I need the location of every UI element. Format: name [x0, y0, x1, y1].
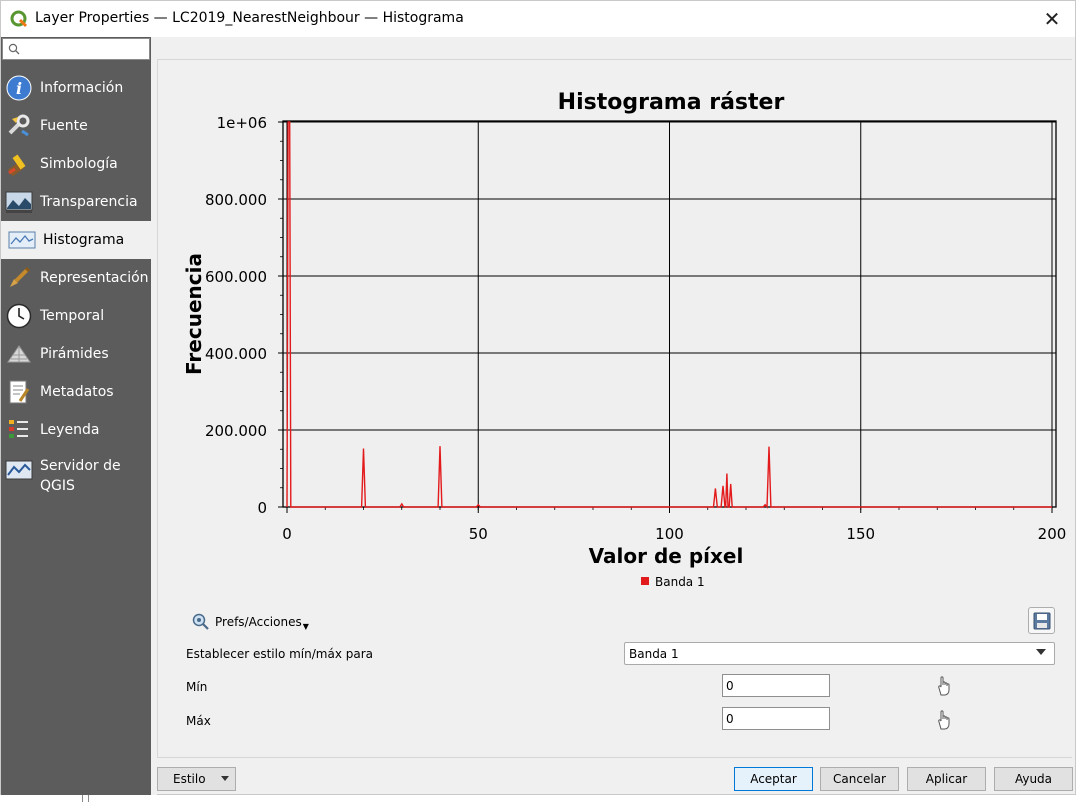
sidebar-item-temporal[interactable]: Temporal: [1, 297, 151, 335]
qgis-logo-icon: [10, 10, 28, 28]
sidebar-item-label: Simbología: [40, 156, 118, 172]
series-line-banda-1: [286, 121, 1052, 509]
sidebar-item-metadatos[interactable]: Metadatos: [1, 373, 151, 411]
sidebar-item-label: Histograma: [43, 232, 125, 248]
x-axis-label: Valor de píxel: [589, 544, 744, 568]
y-tick-label: 400.000: [205, 345, 267, 363]
band-select[interactable]: Banda 1: [624, 642, 1055, 665]
save-histogram-button[interactable]: [1028, 607, 1055, 634]
background-strip: [0, 795, 1086, 802]
chevron-down-icon: [221, 776, 229, 781]
dropdown-arrow-icon: [1036, 649, 1046, 655]
window-title: Layer Properties — LC2019_NearestNeighbo…: [35, 10, 464, 26]
x-tick-label: 0: [282, 525, 292, 543]
sidebar-item-transparencia[interactable]: Transparencia: [1, 183, 151, 221]
sidebar: i Información Fuente Simbología: [1, 37, 151, 796]
prefs-actions-button[interactable]: Prefs/Acciones ▼: [191, 611, 309, 633]
source-icon: [5, 112, 33, 140]
help-button[interactable]: Ayuda: [994, 767, 1073, 791]
minmax-band-label: Establecer estilo mín/máx para: [186, 647, 374, 661]
close-button[interactable]: ✕: [1029, 1, 1075, 37]
cancel-button[interactable]: Cancelar: [820, 767, 899, 791]
legend-swatch: [641, 577, 649, 585]
pick-min-hand-icon[interactable]: [934, 675, 954, 697]
sidebar-item-label: Servidor de QGIS: [40, 458, 121, 494]
sidebar-item-servidor-qgis[interactable]: Servidor de QGIS: [1, 449, 151, 499]
chart-title: Histograma ráster: [558, 90, 785, 115]
sidebar-item-label: Pirámides: [40, 346, 109, 362]
y-tick-label: 1e+06: [217, 114, 267, 132]
sidebar-nav: i Información Fuente Simbología: [1, 69, 151, 499]
sidebar-item-label: Temporal: [40, 308, 105, 324]
close-icon: ✕: [1043, 7, 1061, 31]
server-icon: [5, 456, 33, 484]
symbology-icon: [5, 150, 33, 178]
search-icon: [8, 43, 20, 55]
histogram-chart-svg: Histograma ráster 0 200.000 400.000 600.000 8…: [182, 90, 1067, 589]
y-tick-label: 200.000: [205, 422, 267, 440]
floppy-disk-icon: [1033, 612, 1050, 629]
y-tick-label: 600.000: [205, 268, 267, 286]
svg-text:i: i: [16, 79, 22, 98]
sidebar-splitter[interactable]: [151, 37, 157, 796]
apply-button[interactable]: Aplicar: [907, 767, 986, 791]
sidebar-item-histograma[interactable]: Histograma: [1, 221, 151, 259]
chevron-down-icon: ▼: [302, 621, 309, 631]
sidebar-item-label: Transparencia: [40, 194, 138, 210]
max-input[interactable]: 0: [722, 707, 830, 730]
prefs-icon: [192, 613, 209, 630]
y-tick-label: 0: [257, 499, 267, 517]
ok-button[interactable]: Aceptar: [734, 767, 813, 791]
sidebar-search-input[interactable]: [2, 38, 150, 60]
sidebar-item-fuente[interactable]: Fuente: [1, 107, 151, 145]
sidebar-item-piramides[interactable]: Pirámides: [1, 335, 151, 373]
style-button-label: Estilo: [173, 772, 206, 786]
clock-icon: [5, 302, 33, 330]
legend-label: Banda 1: [655, 575, 705, 589]
rendering-icon: [5, 264, 33, 292]
pick-max-hand-icon[interactable]: [934, 709, 954, 731]
prefs-label: Prefs/Acciones: [215, 615, 302, 629]
sidebar-item-label: Fuente: [40, 118, 88, 134]
sidebar-item-label: Representación: [40, 270, 149, 286]
sidebar-item-leyenda[interactable]: Leyenda: [1, 411, 151, 449]
x-tick-label: 150: [846, 525, 875, 543]
sidebar-item-label: Metadatos: [40, 384, 114, 400]
transparency-icon: [5, 188, 33, 216]
window-edge: [1076, 0, 1086, 802]
x-tick-label: 200: [1038, 525, 1067, 543]
title-bar: Layer Properties — LC2019_NearestNeighbo…: [1, 1, 1075, 37]
sidebar-item-label: Leyenda: [40, 422, 100, 438]
metadata-icon: [5, 378, 33, 406]
y-axis-label: Frecuencia: [182, 253, 206, 375]
max-label: Máx: [186, 714, 211, 728]
sidebar-item-label: Información: [40, 80, 124, 96]
min-label: Mín: [186, 680, 208, 694]
sidebar-item-simbologia[interactable]: Simbología: [1, 145, 151, 183]
style-menu-button[interactable]: Estilo: [157, 767, 236, 791]
min-input[interactable]: 0: [722, 674, 830, 697]
sidebar-item-representacion[interactable]: Representación: [1, 259, 151, 297]
legend-icon: [5, 416, 33, 444]
y-tick-label: 800.000: [205, 191, 267, 209]
x-tick-label: 50: [469, 525, 488, 543]
info-icon: i: [5, 74, 33, 102]
sidebar-item-informacion[interactable]: i Información: [1, 69, 151, 107]
histogram-chart: Histograma ráster 0 200.000 400.000 600.000 8…: [161, 63, 1071, 598]
histogram-icon: [8, 226, 36, 254]
pyramids-icon: [5, 340, 33, 368]
x-tick-label: 100: [655, 525, 684, 543]
band-select-value: Banda 1: [629, 647, 679, 661]
